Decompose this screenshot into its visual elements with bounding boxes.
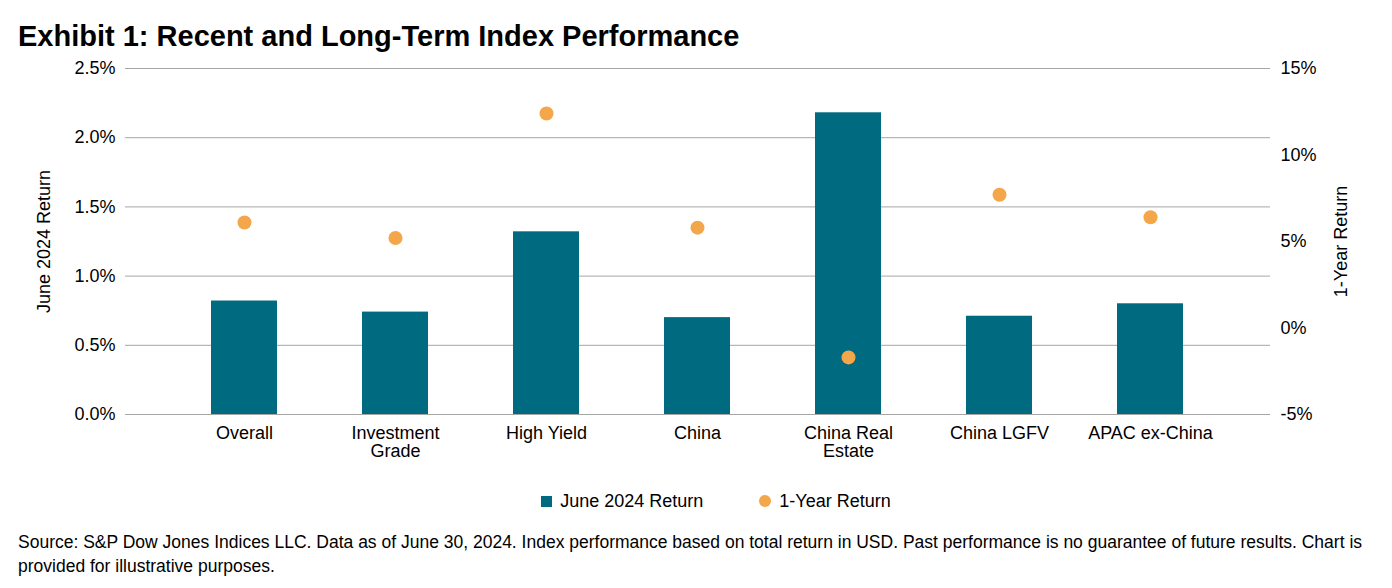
svg-text:5%: 5%: [1281, 231, 1307, 251]
svg-text:1.5%: 1.5%: [74, 197, 115, 217]
html-text:Source: S&P Dow Jones Indices: Source: S&P Dow Jones Indices LLC. Data …: [18, 532, 1362, 576]
html-text:June 2024 Return: June 2024 Return: [560, 490, 704, 511]
svg-text:10%: 10%: [1281, 145, 1317, 165]
svg-text:1-Year Return: 1-Year Return: [1331, 186, 1351, 297]
html-text:1-Year Return: 1-Year Return: [779, 490, 891, 511]
svg-text:1.0%: 1.0%: [74, 266, 115, 286]
svg-text:Overall: Overall: [216, 423, 273, 443]
svg-text:High Yield: High Yield: [506, 423, 587, 443]
svg-text:2.0%: 2.0%: [74, 127, 115, 147]
svg-text:June 2024 Return: June 2024 Return: [34, 170, 54, 313]
svg-text:-5%: -5%: [1281, 404, 1313, 424]
svg-text:0.0%: 0.0%: [74, 404, 115, 424]
svg-text:InvestmentGrade: InvestmentGrade: [351, 423, 439, 461]
svg-text:China: China: [674, 423, 722, 443]
svg-text:15%: 15%: [1281, 58, 1317, 78]
svg-text:China LGFV: China LGFV: [950, 423, 1049, 443]
svg-text:0.5%: 0.5%: [74, 335, 115, 355]
svg-text:China RealEstate: China RealEstate: [804, 423, 893, 461]
svg-text:2.5%: 2.5%: [74, 58, 115, 78]
html-text:Exhibit 1: Recent and Long-Ter: Exhibit 1: Recent and Long-Term Index Pe…: [18, 20, 740, 52]
svg-text:0%: 0%: [1281, 318, 1307, 338]
svg-text:APAC ex-China: APAC ex-China: [1088, 423, 1214, 443]
